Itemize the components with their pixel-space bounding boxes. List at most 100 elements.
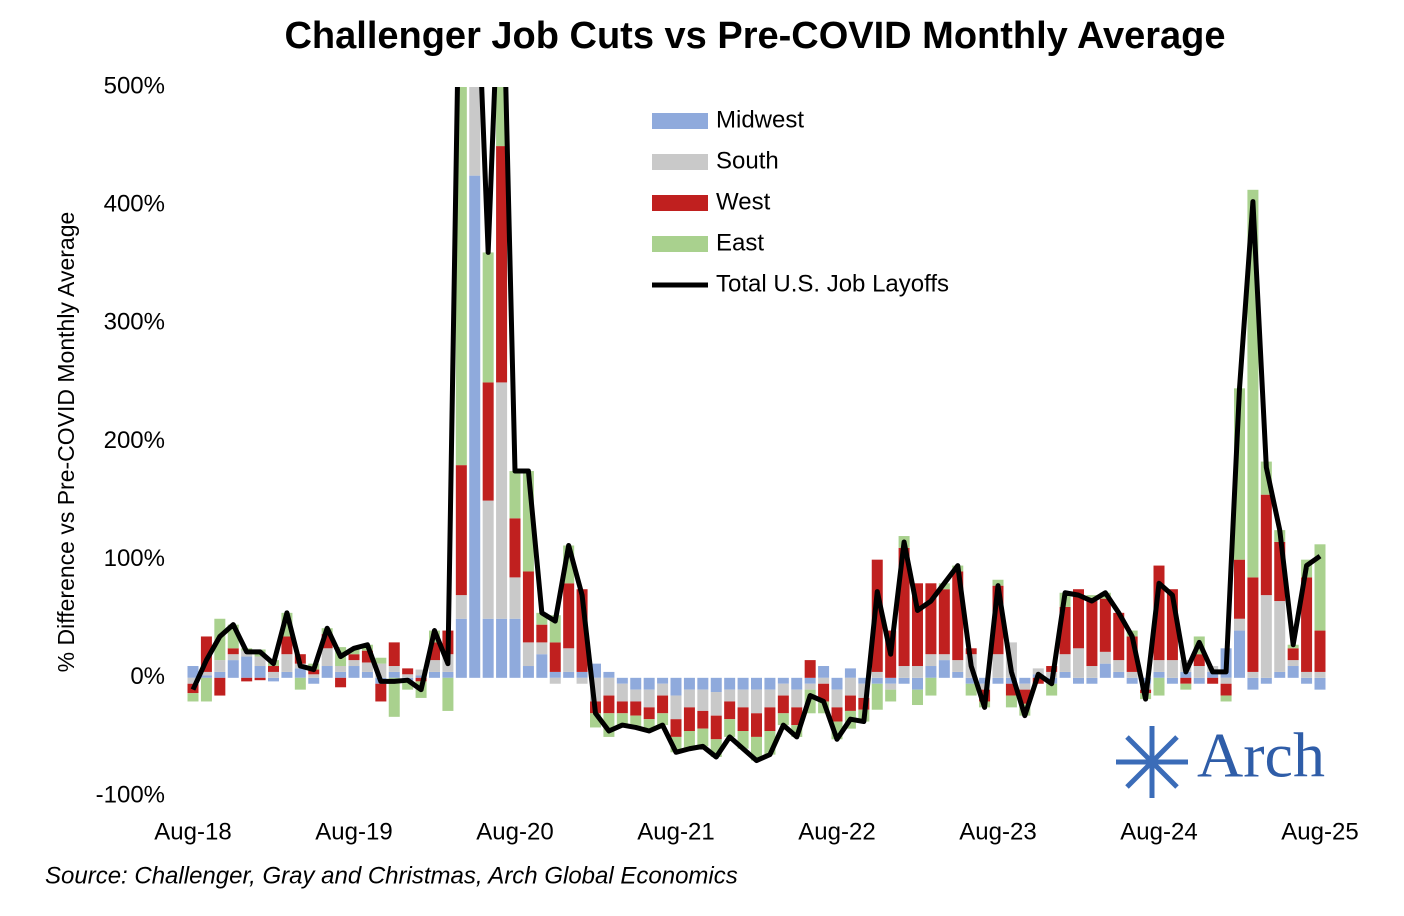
bar-segment xyxy=(1153,671,1165,678)
bar-segment xyxy=(965,683,977,696)
bar-segment xyxy=(348,654,360,661)
bar-segment xyxy=(402,674,414,678)
bar-segment xyxy=(428,671,441,678)
bar-segment xyxy=(1113,671,1125,678)
bar-segment xyxy=(791,707,803,726)
bar-segment xyxy=(965,677,977,684)
bar-segment xyxy=(764,689,776,708)
bar-segment xyxy=(710,677,722,693)
bar-segment xyxy=(858,683,870,698)
bar-segment xyxy=(1166,677,1178,684)
bar-segment xyxy=(657,713,669,726)
bar-segment xyxy=(294,677,306,690)
bar-segment xyxy=(1233,388,1246,560)
bar-segment xyxy=(576,671,588,678)
bar-segment xyxy=(536,654,548,678)
bar-segment xyxy=(1247,677,1259,690)
bar-segment xyxy=(885,683,897,690)
bar-segment xyxy=(938,660,950,678)
bar-segment xyxy=(1287,660,1299,667)
bar-segment xyxy=(831,721,843,740)
bar-segment xyxy=(818,666,830,678)
bar-segment xyxy=(214,677,226,696)
bar-segment xyxy=(1059,671,1071,678)
bar-segment xyxy=(925,666,937,678)
bar-segment xyxy=(1193,654,1205,667)
bar-segment xyxy=(388,642,400,667)
source: Source: Challenger, Gray and Christmas, … xyxy=(45,862,738,889)
y-tick-label: 500% xyxy=(104,72,165,99)
bar-segment xyxy=(536,624,548,643)
bar-segment xyxy=(321,666,333,678)
bar-segment xyxy=(241,677,253,682)
bar-segment xyxy=(522,642,534,667)
bar-segment xyxy=(1005,677,1017,684)
bar-segment xyxy=(1086,677,1098,684)
bar-segment xyxy=(844,677,856,696)
bar-segment xyxy=(1099,598,1111,652)
bar-segment xyxy=(616,713,628,726)
bar-segment xyxy=(549,671,561,678)
bar-segment xyxy=(697,728,709,747)
bar-segment xyxy=(925,583,937,655)
bar-segment xyxy=(1086,666,1098,678)
legend-swatch xyxy=(652,113,708,129)
bar-segment xyxy=(1072,648,1085,678)
bar-segment xyxy=(281,636,293,655)
bar-segment xyxy=(496,87,508,147)
bar-segment xyxy=(335,666,347,672)
bar-segment xyxy=(616,701,628,714)
bar-segment xyxy=(898,547,910,667)
bar-segment xyxy=(509,618,521,678)
bar-segment xyxy=(227,654,239,661)
bar-segment xyxy=(1113,660,1125,672)
bar-segment xyxy=(724,689,736,702)
bar-segment xyxy=(308,674,320,678)
bar-segment xyxy=(764,677,776,690)
bar-segment xyxy=(925,654,937,667)
bar-segment xyxy=(1019,677,1031,684)
bar-segment xyxy=(804,683,816,690)
bar-segment xyxy=(885,677,897,684)
bar-segment xyxy=(1287,666,1299,678)
bar-segment xyxy=(415,675,427,678)
bar-segment xyxy=(1314,544,1326,631)
bar-segment xyxy=(455,87,467,466)
bar-segment xyxy=(1233,559,1246,619)
bar-segment xyxy=(831,677,843,690)
bar-segment xyxy=(952,571,964,661)
bar-segment xyxy=(482,618,494,678)
x-tick-label: Aug-21 xyxy=(637,818,714,845)
bar-segment xyxy=(1314,671,1326,678)
bar-segment xyxy=(979,677,991,684)
bar-segment xyxy=(697,689,709,711)
bar-segment xyxy=(522,666,534,678)
bar-segment xyxy=(254,666,266,678)
bar-segment xyxy=(777,677,789,684)
bar-segment xyxy=(683,707,695,732)
bar-segment xyxy=(670,695,682,720)
bar-segment xyxy=(777,695,789,714)
bar-segment xyxy=(388,671,400,678)
bar-segment xyxy=(818,683,830,702)
bar-segment xyxy=(724,677,736,690)
x-tick-label: Aug-20 xyxy=(476,818,553,845)
bar-segment xyxy=(1166,660,1178,678)
bar-segment xyxy=(267,677,280,682)
bar-segment xyxy=(938,589,950,655)
bar-segment xyxy=(885,689,897,702)
bar-segment xyxy=(482,500,494,619)
bar-segment xyxy=(1274,541,1286,602)
x-tick-label: Aug-23 xyxy=(959,818,1036,845)
bar-segment xyxy=(1220,695,1232,702)
bar-segment xyxy=(1099,651,1111,664)
bar-segment xyxy=(670,736,682,753)
bar-segment xyxy=(992,654,1004,678)
bar-segment xyxy=(1220,683,1232,696)
bar-segment xyxy=(563,545,575,584)
bar-segment xyxy=(496,618,508,678)
bar-segment xyxy=(710,739,722,758)
bar-segment xyxy=(522,471,534,572)
bar-segment xyxy=(469,87,481,176)
